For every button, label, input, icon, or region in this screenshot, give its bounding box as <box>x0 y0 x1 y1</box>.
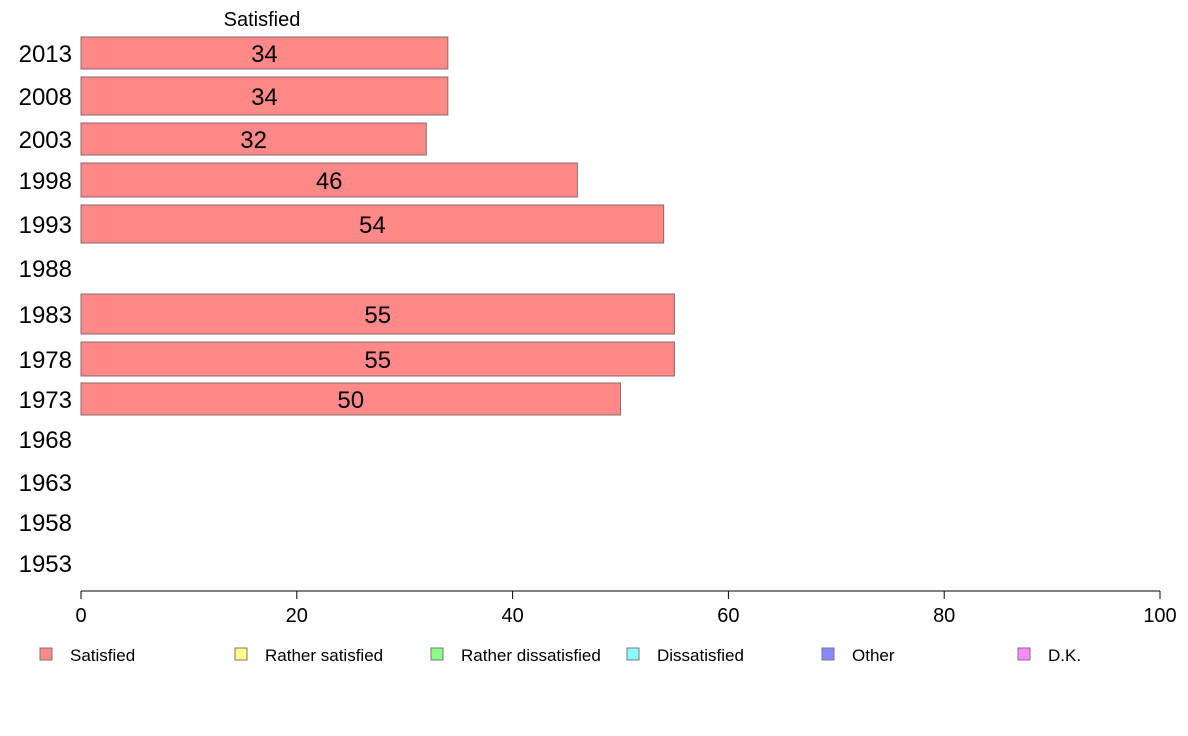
x-tick-label-0: 0 <box>75 605 86 627</box>
legend-label-0: Satisfied <box>70 646 135 665</box>
bar-value-1983-0: 55 <box>364 302 391 329</box>
bar-1973-0 <box>80 382 621 416</box>
category-label-1958: 1958 <box>19 510 72 537</box>
series-header-layer: Satisfied <box>224 9 301 31</box>
legend-label-2: Rather dissatisfied <box>461 646 601 665</box>
bar-value-1973-0: 50 <box>337 387 364 414</box>
category-label-2003: 2003 <box>19 127 72 154</box>
bar-value-1978-0: 55 <box>364 347 391 374</box>
bar-1993-0 <box>80 204 665 244</box>
legend-swatch-4 <box>821 647 835 661</box>
category-label-1978: 1978 <box>19 347 72 374</box>
legend-label-3: Dissatisfied <box>657 646 744 665</box>
legend-label-5: D.K. <box>1048 646 1081 665</box>
bar-2013-0 <box>80 36 449 70</box>
category-labels: 2013 2008 2003 1998 1993 1988 1983 1978 1973 1968… <box>19 41 72 578</box>
category-label-1998: 1998 <box>19 168 72 195</box>
bar-value-1998-0: 46 <box>316 168 343 195</box>
legend-swatch-5 <box>1017 647 1031 661</box>
legend-swatch-1 <box>234 647 248 661</box>
bar-1978-0 <box>80 341 675 377</box>
bar-value-1993-0: 54 <box>359 212 386 239</box>
bar-2008-0 <box>80 76 449 116</box>
legend-swatch-2 <box>430 647 444 661</box>
category-label-1963: 1963 <box>19 470 72 497</box>
legend-swatch-0 <box>39 647 53 661</box>
x-tick-label-80: 80 <box>933 605 955 627</box>
legend-swatch-3 <box>626 647 640 661</box>
x-tick-label-100: 100 <box>1143 605 1176 627</box>
category-label-1973: 1973 <box>19 387 72 414</box>
bar-1983-0 <box>80 293 675 335</box>
x-tick-label-40: 40 <box>501 605 523 627</box>
bar-value-2008-0: 34 <box>251 84 278 111</box>
legend-label-4: Other <box>852 646 895 665</box>
category-label-2013: 2013 <box>19 41 72 68</box>
legend: Satisfied Rather satisfied Rather dissatis… <box>39 646 1081 665</box>
bar-value-2003-0: 32 <box>240 127 267 154</box>
category-label-2008: 2008 <box>19 84 72 111</box>
bar-1998-0 <box>80 162 578 198</box>
category-label-1988: 1988 <box>19 256 72 283</box>
category-label-1993: 1993 <box>19 212 72 239</box>
bar-value-2013-0: 34 <box>251 41 278 68</box>
series-header: Satisfied <box>224 9 301 31</box>
x-axis: 0 20 40 60 80 100 <box>75 590 1177 627</box>
category-label-1968: 1968 <box>19 427 72 454</box>
legend-label-1: Rather satisfied <box>265 646 383 665</box>
category-label-1983: 1983 <box>19 302 72 329</box>
category-label-1953: 1953 <box>19 551 72 578</box>
x-tick-label-20: 20 <box>286 605 308 627</box>
bar-2003-0 <box>80 122 427 156</box>
x-tick-label-60: 60 <box>717 605 739 627</box>
